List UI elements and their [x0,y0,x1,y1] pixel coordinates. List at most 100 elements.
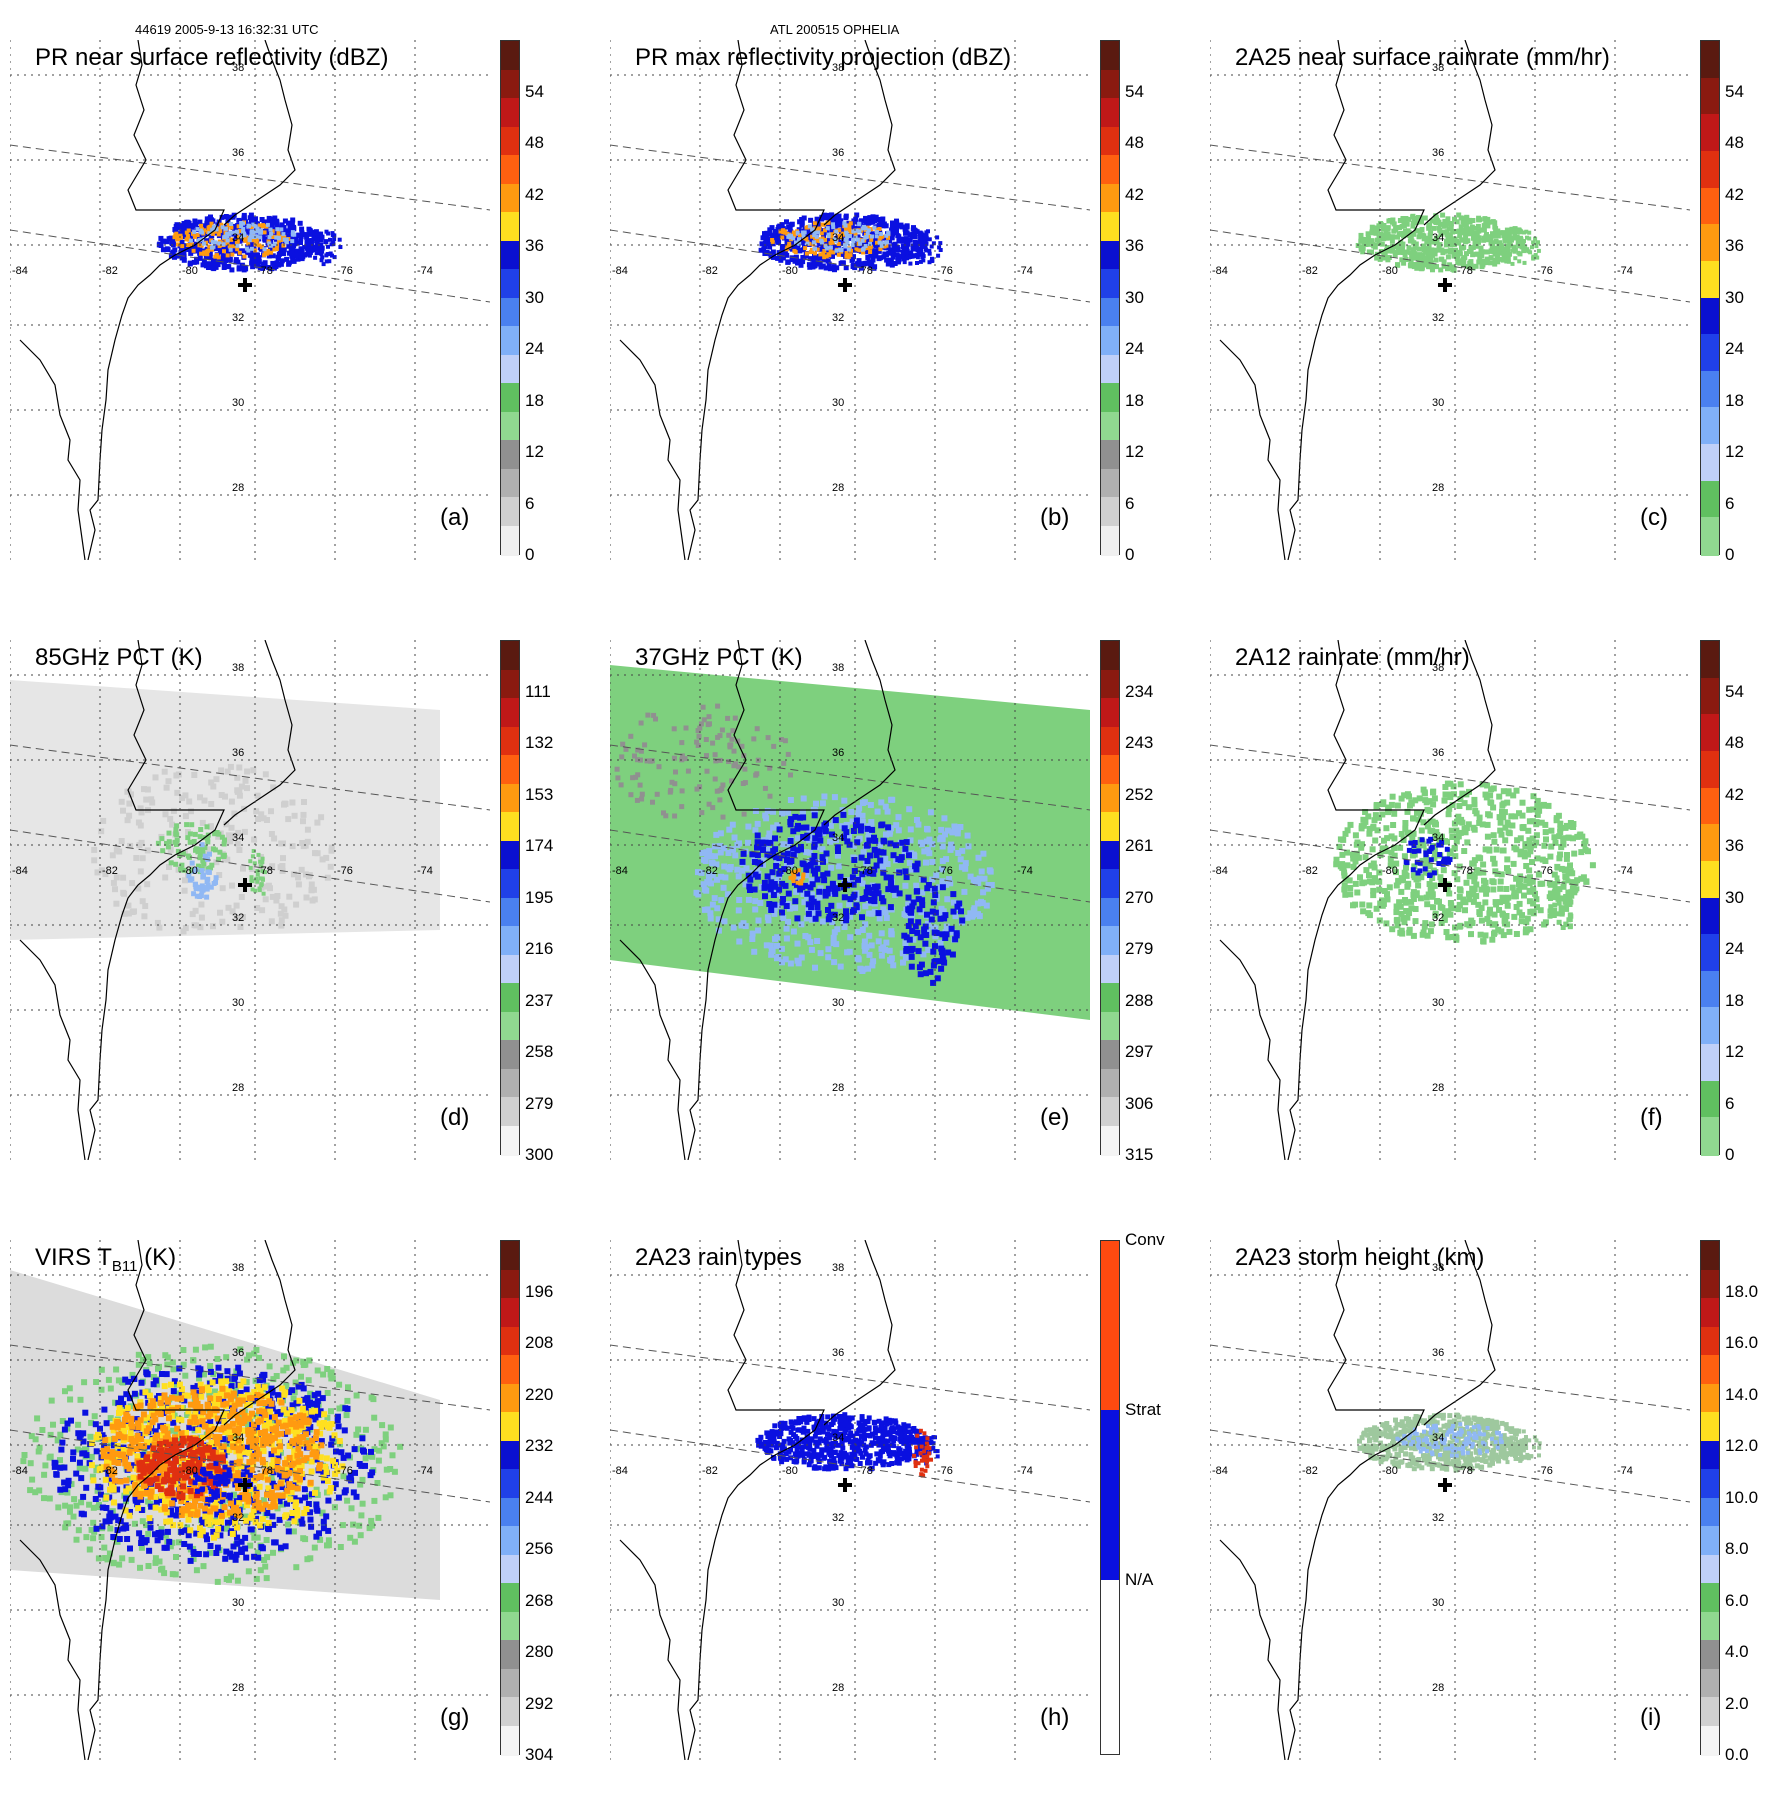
colorbar-segment [1701,78,1719,116]
lon-label: -84 [12,1465,28,1477]
colorbar-segment [1701,678,1719,716]
colorbar-tick-label: 132 [525,733,553,753]
colorbar-segment [1101,70,1119,100]
colorbar-tick-label: 48 [1725,133,1744,153]
colorbar-segment [1701,1241,1719,1271]
lon-label: -74 [417,1465,433,1477]
colorbar-segment [1701,224,1719,262]
colorbar-tick-label: 216 [525,939,553,959]
colorbar-segment [501,926,519,956]
colorbar-segment [1101,326,1119,356]
lon-label: -84 [1212,265,1228,277]
colorbar-segment [501,1583,519,1613]
colorbar-tick-label: 6.0 [1725,1591,1749,1611]
lon-label: -78 [257,265,273,277]
colorbar-segment [501,383,519,413]
colorbar-segment [1701,298,1719,336]
lat-label: 30 [832,397,844,409]
lon-label: -80 [182,865,198,877]
colorbar-tick-label: 12 [525,442,544,462]
lat-label: 36 [832,1347,844,1359]
lon-label: -82 [102,865,118,877]
colorbar-segment [1101,1241,1119,1410]
colorbar-tick-label: 30 [1125,288,1144,308]
lon-label: -78 [257,1465,273,1477]
colorbar-segment [1701,1498,1719,1528]
colorbar [1100,40,1120,555]
colorbar-tick-label: 54 [525,82,544,102]
colorbar [1100,640,1120,1155]
colorbar-tick-label: 279 [525,1094,553,1114]
colorbar-segment [1701,1441,1719,1471]
lat-label: 30 [232,997,244,1009]
colorbar-segment [501,641,519,671]
lon-label: -84 [612,265,628,277]
colorbar-tick-label: 0 [525,545,534,565]
colorbar-segment [1701,1355,1719,1385]
colorbar-segment [1701,444,1719,482]
lon-label: -82 [702,1465,718,1477]
colorbar-tick-label: 208 [525,1333,553,1353]
lon-label: -74 [1017,265,1033,277]
panel-title-text: PR max reflectivity projection (dBZ) [635,44,1011,71]
lat-label: 28 [1432,482,1444,494]
lat-label: 32 [1432,312,1444,324]
colorbar-tick-label: Conv [1125,1230,1165,1250]
colorbar-segment [501,784,519,814]
lon-label: -84 [1212,1465,1228,1477]
colorbar [1700,40,1720,555]
colorbar-tick-label: 54 [1725,682,1744,702]
lon-label: -84 [12,265,28,277]
lon-label: -78 [1457,865,1473,877]
colorbar-tick-label: 18.0 [1725,1282,1758,1302]
colorbar-segment [1701,517,1719,555]
colorbar-segment [1701,824,1719,862]
lat-label: 38 [832,662,844,674]
colorbar-segment [501,1669,519,1699]
colorbar-segment [1701,334,1719,372]
panel-title-text: 37GHz PCT (K) [635,644,803,671]
colorbar-tick-label: 0 [1725,545,1734,565]
colorbar-tick-label: 18 [525,391,544,411]
colorbar-tick-label: 232 [525,1436,553,1456]
panel-title-text: 2A23 storm height (km) [1235,1244,1484,1271]
colorbar-segment [1101,926,1119,956]
panel-label: (e) [1040,1104,1069,1132]
colorbar-tick-label: 12 [1725,442,1744,462]
colorbar-segment [1701,1270,1719,1300]
colorbar-tick-label: 36 [1725,236,1744,256]
lat-label: 30 [1432,1597,1444,1609]
colorbar-segment [501,155,519,185]
colorbar-tick-label: 268 [525,1591,553,1611]
colorbar-segment [501,497,519,527]
panel-label: (h) [1040,1704,1069,1732]
colorbar-segment [1701,1640,1719,1670]
lat-label: 38 [232,1262,244,1274]
lat-label: 36 [1432,147,1444,159]
colorbar-segment [1101,670,1119,700]
lon-label: -74 [1017,1465,1033,1477]
lat-label: 32 [832,312,844,324]
colorbar-segment [1701,481,1719,519]
colorbar-tick-label: 261 [1125,836,1153,856]
colorbar-segment [1101,955,1119,985]
lat-label: 36 [832,747,844,759]
colorbar-tick-label: 12 [1125,442,1144,462]
colorbar-segment [1701,1669,1719,1699]
colorbar-tick-label: 111 [525,682,551,702]
colorbar-segment [501,1298,519,1328]
panel-title-text: 85GHz PCT (K) [35,644,203,671]
colorbar-segment [1701,751,1719,789]
panel-label: (f) [1640,1104,1663,1132]
colorbar-segment [1101,1040,1119,1070]
